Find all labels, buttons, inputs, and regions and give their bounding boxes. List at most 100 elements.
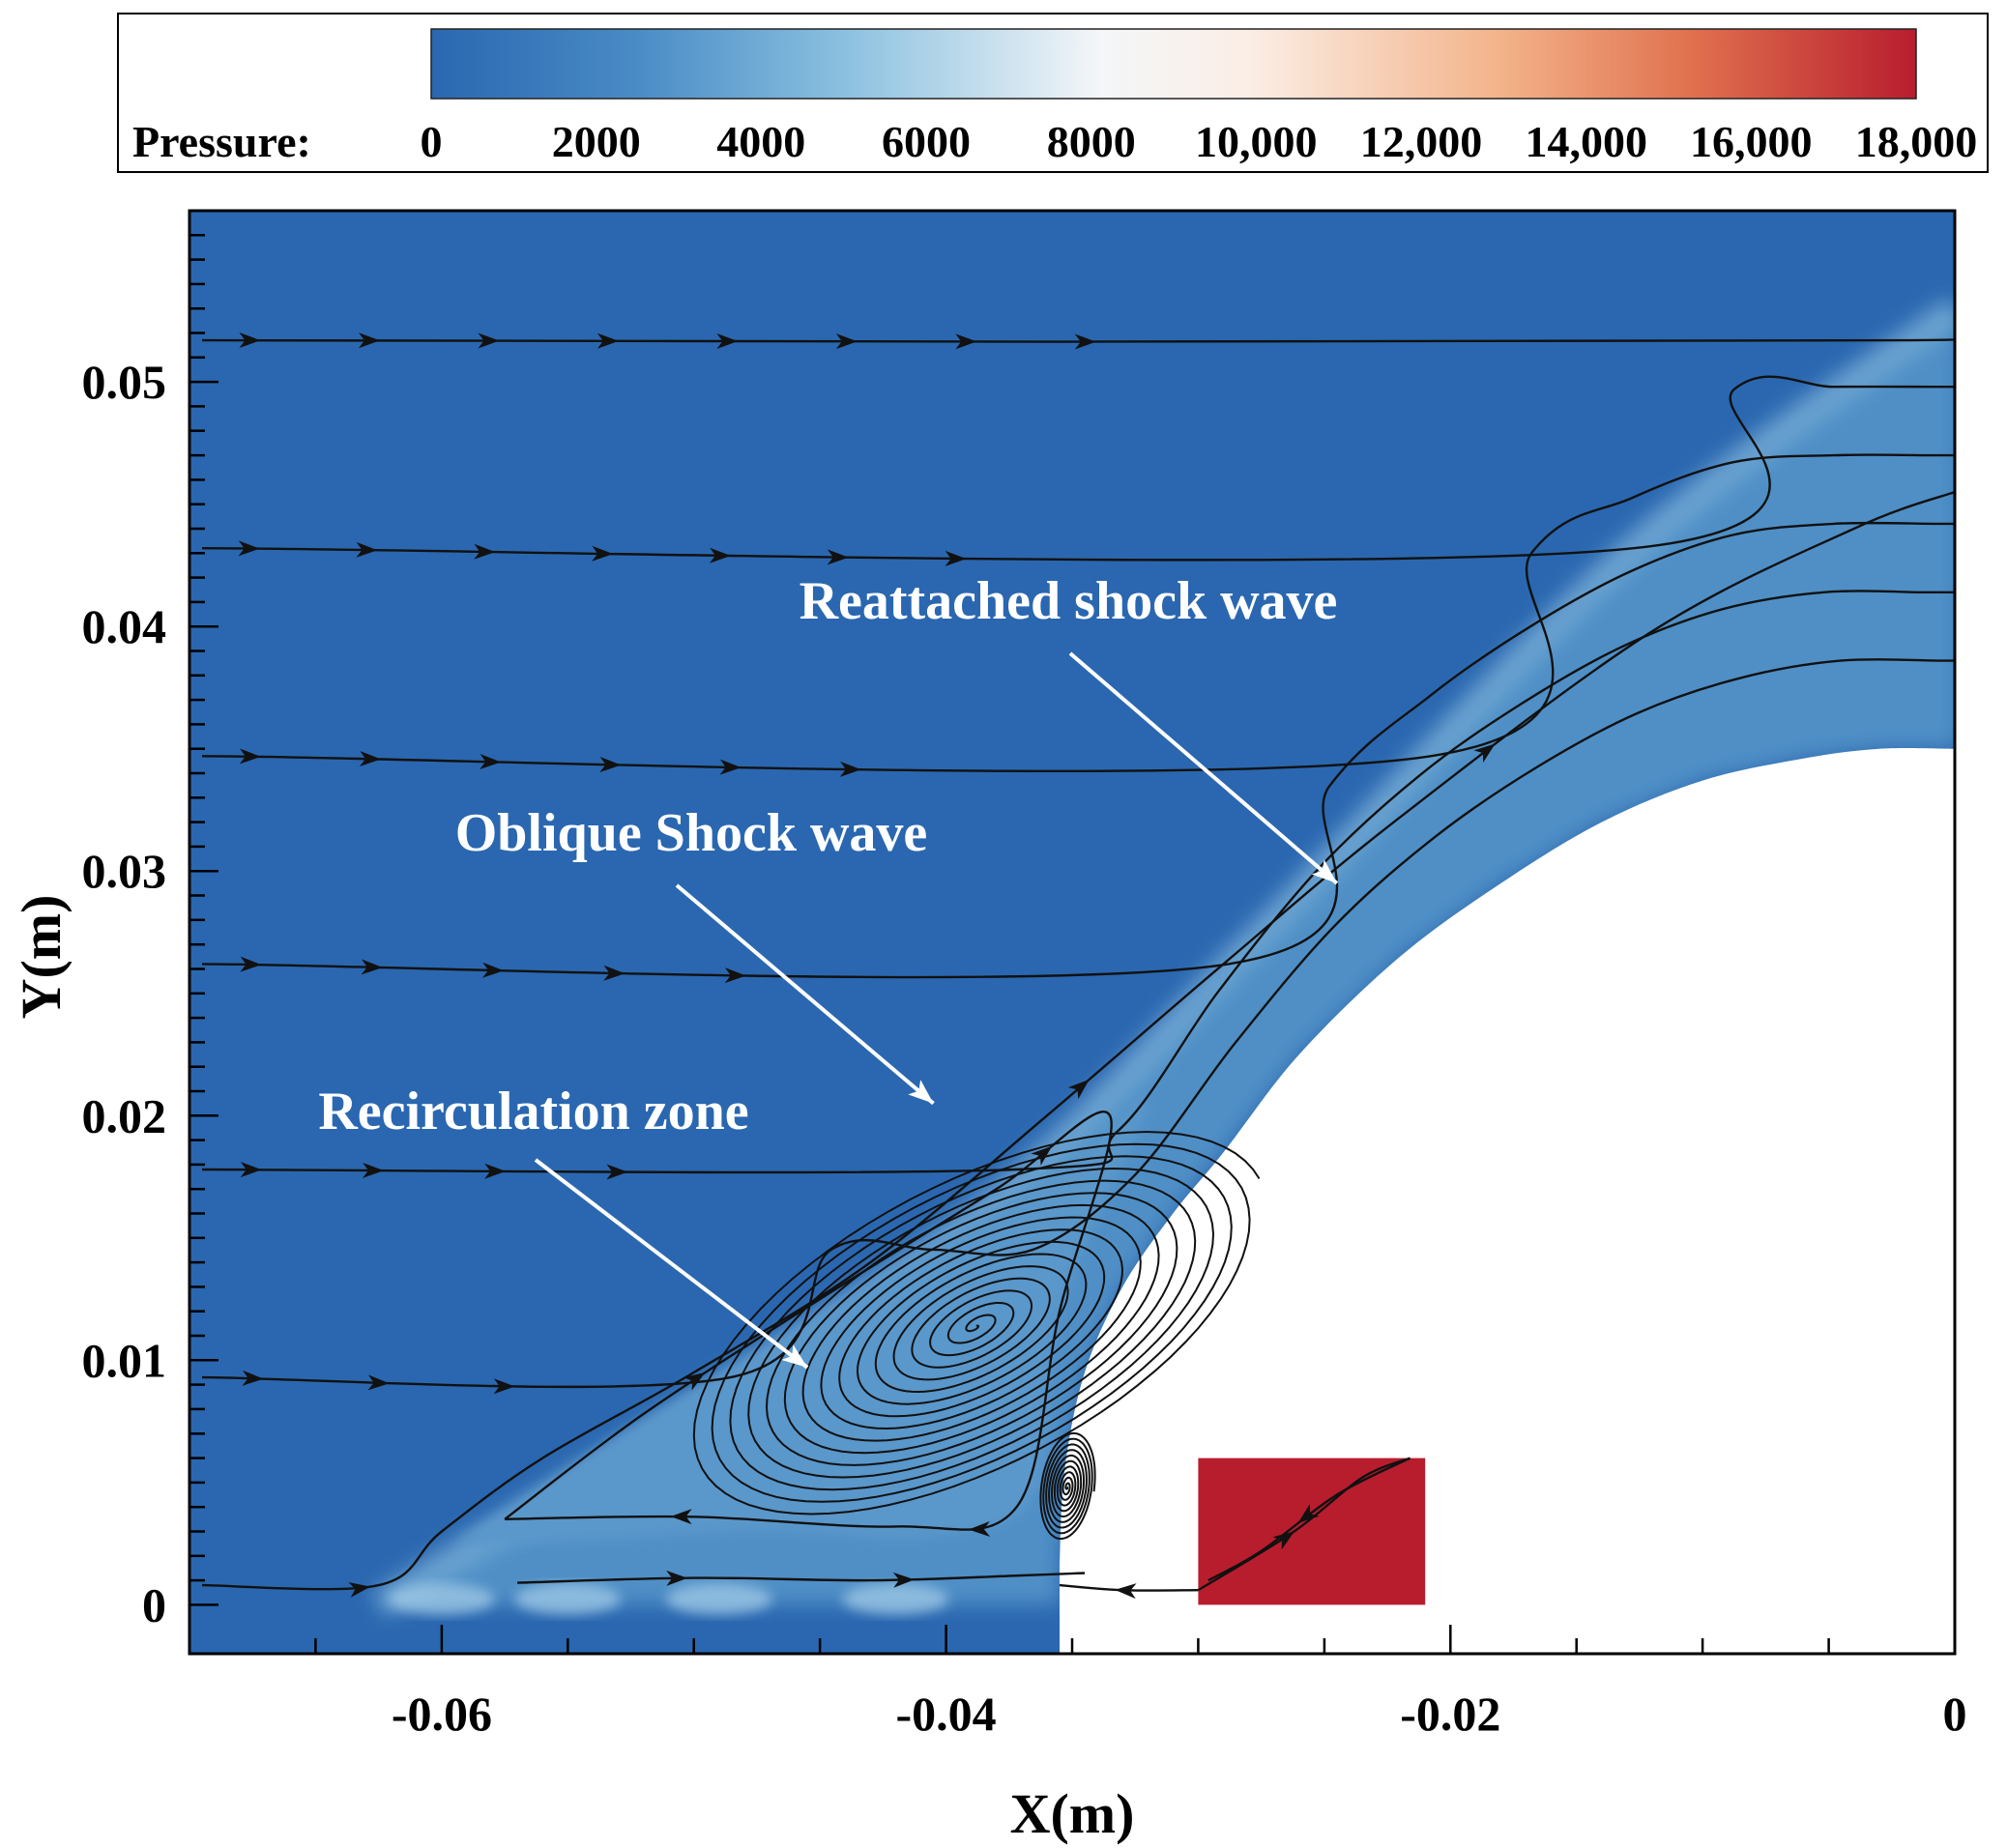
annotation-arrow-shaft (675, 883, 935, 1106)
streamline-arrow (1031, 1145, 1053, 1166)
colorbar-tick-label: 10,000 (1195, 117, 1318, 166)
colorbar-tick-label: 2000 (552, 117, 641, 166)
streamline-arrow (592, 545, 614, 562)
streamline-arrow (666, 1570, 688, 1586)
annotation-label: Recirculation zone (318, 1082, 748, 1141)
colorbar-tick-label: 12,000 (1360, 117, 1483, 166)
streamline-arrow (240, 1162, 262, 1178)
annotation-arrow-shaft (534, 1158, 809, 1370)
streamline (517, 1572, 1086, 1584)
streamline-arrow (239, 332, 261, 349)
streamline-arrow (1297, 1504, 1320, 1523)
streamline-arrow (239, 748, 261, 765)
streamline-arrow (480, 753, 502, 769)
streamline-arrow (356, 541, 378, 558)
streamline (201, 521, 1955, 979)
x-tick-labels: -0.06 -0.04 -0.02 0 (392, 1687, 1967, 1741)
streamline (1197, 1457, 1411, 1592)
colorbar-legend: Pressure: 0 2000 4000 6000 8000 10,000 12,000 1… (117, 13, 1989, 173)
streamlines (201, 317, 1955, 1600)
streamline (201, 658, 1955, 1389)
x-tick-label: 0 (1943, 1687, 1967, 1741)
x-tick-label: -0.02 (1400, 1687, 1500, 1741)
plot-area: -0.06 -0.04 -0.02 0 0 0.01 0.02 0.03 0.04 0.05 X… (10, 209, 1967, 1845)
colorbar-tick-label: 18,000 (1855, 117, 1978, 166)
x-tick-label: -0.06 (392, 1687, 492, 1741)
body-region (1060, 747, 1955, 1654)
streamline-arrow (478, 332, 500, 349)
streamline (201, 490, 1955, 1591)
streamline-arrow (892, 1572, 915, 1588)
x-axis-title: X(m) (1010, 1782, 1135, 1845)
annotation-1: Reattached shock wave (800, 571, 1339, 885)
streamline-arrow (968, 1521, 991, 1538)
streamline-arrow (242, 1370, 264, 1386)
streamline-arrow (1074, 333, 1096, 350)
annotation-label: Oblique Shock wave (455, 803, 928, 863)
streamline-arrow (1272, 1531, 1295, 1550)
recirculation-region (453, 1096, 1149, 1545)
x-tick-label: -0.04 (896, 1687, 997, 1741)
annotation-3: Recirculation zone (318, 1082, 809, 1370)
y-tick-label: 0.02 (82, 1088, 167, 1142)
annotation-arrow-head (1311, 859, 1337, 883)
annotation-arrow-head (908, 1080, 934, 1104)
streamline (201, 590, 1955, 1174)
streamline-arrow (835, 333, 858, 350)
streamline-arrow (955, 333, 977, 350)
streamline-arrow (1067, 1079, 1090, 1100)
streamline-arrow (606, 1164, 628, 1180)
colorbar-tick-labels: 0 2000 4000 6000 8000 10,000 12,000 14,000 16,00… (421, 117, 1978, 166)
streamline-arrow (359, 750, 382, 766)
streamline-arrow (238, 540, 260, 557)
colorbar-gradient (430, 28, 1917, 100)
streamline-arrow (362, 1162, 384, 1178)
streamline-arrow (603, 965, 625, 981)
streamline-arrow (358, 332, 380, 349)
streamline-arrow (493, 1378, 515, 1395)
streamline (504, 1111, 1113, 1531)
annotations: Reattached shock wave Oblique Shock wave R… (318, 571, 1339, 1370)
y-tick-label: 0.05 (82, 355, 167, 409)
primary-vortex-spiral (692, 1130, 1261, 1516)
streamline-arrow (724, 967, 746, 984)
colorbar-tick-label: 8000 (1047, 117, 1136, 166)
streamline-arrow (827, 549, 849, 565)
streamline (201, 375, 1955, 562)
annotation-2: Oblique Shock wave (455, 803, 935, 1106)
y-tick-label: 0.03 (82, 844, 167, 898)
annotation-arrow-shaft (1068, 651, 1339, 885)
axis-ticks (188, 234, 1957, 1654)
recirculation-vortices (692, 1130, 1261, 1540)
colorbar-tick-label: 4000 (716, 117, 805, 166)
streamline-arrow (596, 332, 619, 349)
streamline-arrow (670, 1509, 692, 1525)
colorbar-tick-label: 0 (421, 117, 443, 166)
step-high-pressure-region (1198, 1458, 1426, 1605)
wall-pressure-spot (842, 1583, 949, 1615)
annotation-label: Reattached shock wave (800, 571, 1338, 631)
streamline-arrow (839, 761, 861, 777)
wall-pressure-spot (388, 1583, 495, 1615)
streamline-arrow (716, 332, 739, 349)
colorbar-tick-label: 14,000 (1525, 117, 1647, 166)
streamline-arrow (709, 547, 731, 563)
streamline-arrow (367, 1374, 390, 1391)
streamline-arrow (1473, 743, 1496, 764)
wall-pressure-spot (514, 1583, 622, 1615)
colorbar-tick-label: 6000 (882, 117, 971, 166)
y-tick-labels: 0 0.01 0.02 0.03 0.04 0.05 (82, 355, 167, 1631)
streamline-arrow (240, 956, 262, 972)
annotation-arrow-head (781, 1344, 808, 1368)
streamline-arrow (481, 962, 505, 978)
colorbar-title: Pressure: (132, 117, 311, 166)
y-tick-label: 0.04 (82, 599, 167, 653)
y-tick-label: 0.01 (82, 1333, 167, 1387)
y-tick-label: 0 (142, 1577, 166, 1631)
streamline (201, 453, 1955, 773)
streamline-arrow (599, 757, 622, 772)
streamline-arrow (484, 1163, 507, 1179)
y-axis-title: Y(m) (10, 895, 73, 1020)
streamline-arrow (719, 759, 742, 775)
